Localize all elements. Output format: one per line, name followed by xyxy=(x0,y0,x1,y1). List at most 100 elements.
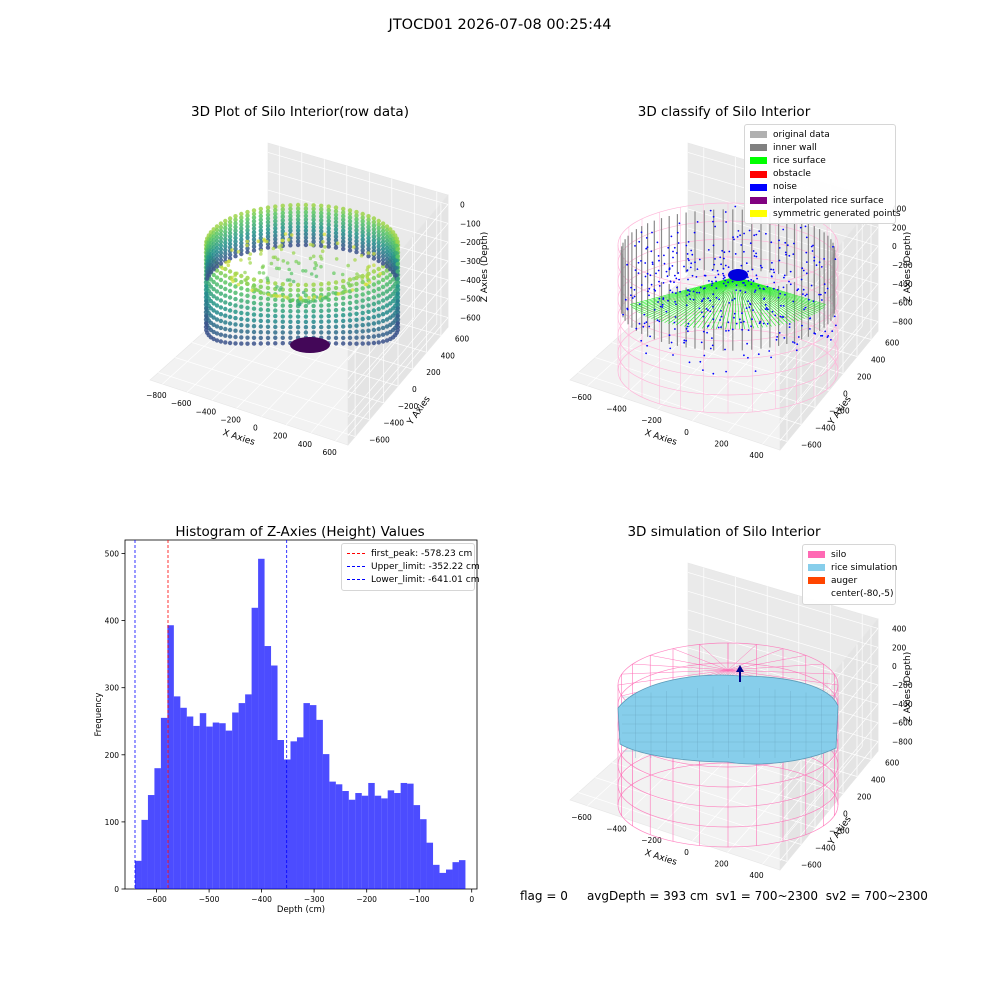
p1-point xyxy=(280,330,285,335)
p2-noise-point xyxy=(801,324,803,327)
p1-point xyxy=(288,314,293,319)
p1-point xyxy=(326,292,331,297)
p1-point xyxy=(311,239,316,244)
p2-noise-point xyxy=(642,325,645,328)
p1-point xyxy=(295,319,301,325)
p3-bar xyxy=(290,741,297,889)
p1-point xyxy=(218,271,224,276)
p1-point xyxy=(226,263,231,268)
p1-point xyxy=(319,210,324,216)
p1-point xyxy=(360,240,365,246)
p2-noise-point xyxy=(757,284,760,287)
p4-x-tick-label: −600 xyxy=(571,813,592,822)
p2-noise-point xyxy=(747,356,749,359)
p1-point xyxy=(384,275,390,280)
p1-point xyxy=(223,237,228,242)
p1-point xyxy=(265,330,271,335)
p1-point xyxy=(214,242,220,247)
p1-point xyxy=(371,241,377,247)
p2-noise-point xyxy=(661,303,664,306)
p1-point xyxy=(384,242,390,247)
p1-point xyxy=(311,224,316,230)
p3-bar xyxy=(446,869,453,889)
p1-point xyxy=(227,282,233,287)
p2-z-tick-label: −200 xyxy=(892,261,913,270)
p4-scene xyxy=(617,642,839,848)
p1-point xyxy=(214,324,220,329)
p1-point xyxy=(319,264,323,269)
p4-tick-labels: −600 −400 −200 0 200 400 −600 −400 −200 0 200 400 60… xyxy=(571,624,913,880)
p1-point xyxy=(265,205,271,210)
p1-point xyxy=(233,217,238,222)
p2-noise-point xyxy=(788,326,791,328)
p2-z-tick-label: 0 xyxy=(892,242,897,251)
p4-z-axis-label: Z Axies (Depth) xyxy=(903,652,913,723)
p2-noise-point xyxy=(722,267,725,270)
p1-point xyxy=(243,278,247,282)
p4-y-tick-label: −200 xyxy=(829,827,850,836)
p1-point xyxy=(380,271,386,276)
p1-point xyxy=(301,290,306,295)
p2-noise-point xyxy=(820,334,822,337)
p1-point xyxy=(233,232,238,237)
p2-noise-point xyxy=(724,279,727,282)
p2-noise-point xyxy=(743,354,745,357)
p1-point xyxy=(384,331,390,336)
p2-noise-point xyxy=(640,260,642,262)
p1-point xyxy=(326,240,331,246)
p1-point xyxy=(303,325,309,330)
p2-noise-point xyxy=(669,280,672,283)
p4-legend-item: silo xyxy=(808,548,890,561)
p4-silo-roof-line xyxy=(727,663,824,671)
p1-point xyxy=(273,313,278,319)
p1-point xyxy=(211,245,216,250)
p1-point xyxy=(251,306,257,311)
p2-noise-point xyxy=(802,269,805,272)
p2-noise-point xyxy=(824,291,827,294)
p1-point xyxy=(311,314,316,319)
p1-point xyxy=(333,330,339,335)
p1-point xyxy=(384,235,390,240)
p1-point xyxy=(245,224,250,229)
p4-legend-label: silo xyxy=(831,549,847,560)
p1-point xyxy=(258,243,263,248)
p2-noise-point xyxy=(756,277,758,280)
p2-noise-point xyxy=(686,294,688,297)
p2-legend-swatch xyxy=(750,157,767,165)
p1-point xyxy=(245,323,250,328)
p2-noise-point xyxy=(795,349,798,352)
p2-noise-point xyxy=(804,294,807,297)
p1-point xyxy=(326,211,331,217)
p1-point xyxy=(303,293,309,298)
p1-point xyxy=(354,242,359,247)
p1-point xyxy=(288,282,293,287)
p1-point xyxy=(380,318,386,324)
p1-point xyxy=(380,261,386,266)
p4-z-tick-label: −200 xyxy=(892,681,913,690)
p2-noise-point xyxy=(687,289,690,292)
p2-noise-point xyxy=(687,322,690,325)
p1-point xyxy=(227,314,233,320)
p1-point xyxy=(341,318,346,324)
p1-point xyxy=(380,232,386,237)
p1-point xyxy=(258,318,263,324)
panel2-legend: original data inner wall rice surface obsta… xyxy=(744,124,901,225)
p1-point xyxy=(280,314,285,319)
p2-noise-point xyxy=(780,304,782,307)
p2-noise-point xyxy=(690,249,693,252)
p3-legend-item: Lower_limit: -641.01 cm xyxy=(347,573,479,586)
p1-point xyxy=(371,295,377,300)
p2-noise-point xyxy=(805,261,808,263)
p1-point xyxy=(251,226,257,231)
p1-point xyxy=(395,269,400,274)
p2-noise-point xyxy=(749,242,752,245)
p2-noise-point xyxy=(759,264,762,267)
p1-point xyxy=(273,341,278,346)
p2-noise-point xyxy=(748,229,751,232)
p1-point xyxy=(394,265,399,270)
p2-noise-point xyxy=(640,284,643,286)
p1-point xyxy=(236,282,241,287)
p1-point xyxy=(320,249,325,253)
p1-y-tick-label: −600 xyxy=(369,436,390,445)
p2-rice-surface-ray xyxy=(730,276,737,330)
